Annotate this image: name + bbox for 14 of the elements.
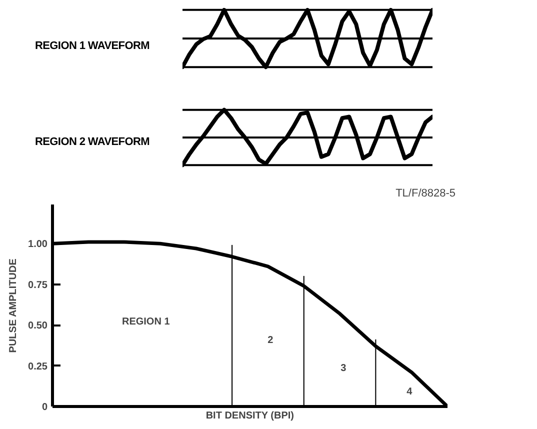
y-tick-label: 0.50 bbox=[28, 320, 48, 332]
annotation: 2 bbox=[268, 335, 274, 346]
annotation: 4 bbox=[406, 386, 413, 398]
y-axis-title: PULSE AMPLITUDE bbox=[8, 258, 20, 353]
text: TL/F/8828-5 bbox=[396, 188, 456, 200]
y-tick-label: 1.00 bbox=[28, 239, 48, 250]
text: REGION 2 WAVEFORM bbox=[35, 135, 150, 150]
annotation: REGION 1 bbox=[122, 316, 170, 328]
y-tick-label: 0.25 bbox=[28, 361, 48, 372]
y-tick-label: 0 bbox=[42, 402, 48, 413]
annotation: 3 bbox=[340, 362, 347, 374]
x-axis-title: BIT DENSITY (BPI) bbox=[206, 410, 294, 422]
y-tick-label: 0.75 bbox=[28, 280, 48, 291]
text: REGION 1 WAVEFORM bbox=[35, 39, 150, 54]
